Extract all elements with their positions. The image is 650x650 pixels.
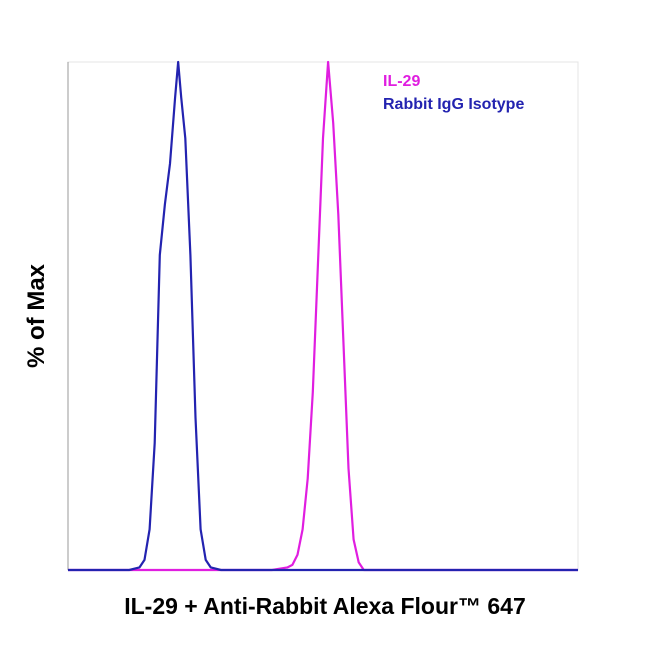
y-axis-label: % of Max — [23, 263, 50, 368]
legend-label: Rabbit IgG Isotype — [383, 96, 524, 113]
series-line — [68, 60, 578, 572]
series-line — [68, 60, 578, 572]
x-axis-label: IL-29 + Anti-Rabbit Alexa Flour™ 647 — [124, 593, 526, 619]
legend-label: IL-29 — [383, 73, 420, 90]
